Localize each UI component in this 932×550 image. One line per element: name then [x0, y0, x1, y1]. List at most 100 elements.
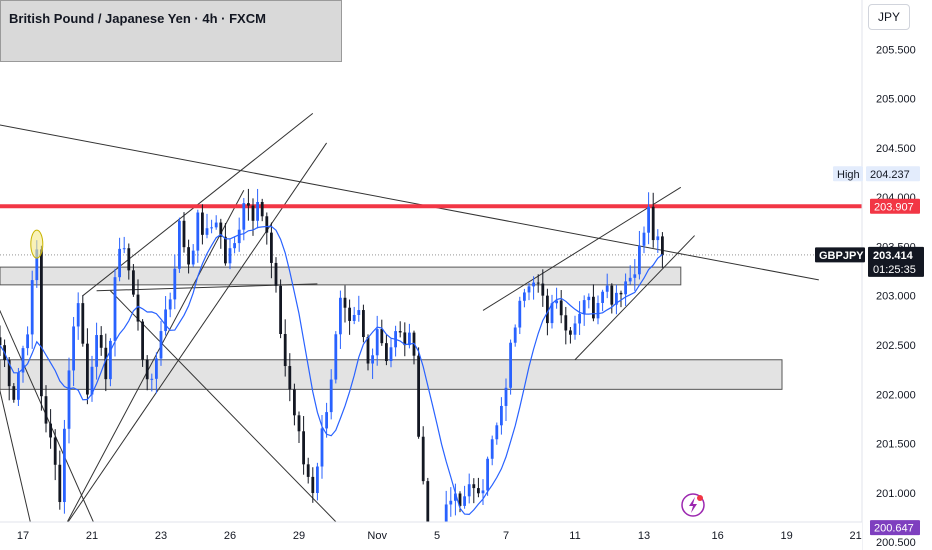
candle [536, 274, 540, 293]
candle-body [150, 378, 154, 380]
candle [53, 429, 57, 481]
candle-body [72, 326, 75, 371]
candle-body [486, 458, 489, 491]
trendline[interactable] [0, 207, 107, 550]
support-price-label-text: 200.647 [874, 523, 914, 535]
candle [270, 222, 273, 279]
candle-body [343, 297, 347, 308]
candle [339, 290, 342, 349]
candle [573, 315, 577, 340]
candle-body [642, 232, 646, 246]
candle-body [242, 203, 246, 230]
candle-body [421, 436, 425, 482]
candle [122, 236, 126, 254]
trendline[interactable] [0, 192, 38, 550]
candle [449, 487, 453, 517]
candle [40, 245, 43, 411]
candle-body [592, 296, 595, 319]
candle [375, 315, 379, 366]
candle-body [205, 228, 209, 235]
candle [541, 269, 545, 307]
candle-body [651, 206, 655, 241]
candle-body [573, 323, 577, 335]
candle-body [366, 337, 370, 364]
chart-title: British Pound / Japanese Yen · 4h · FXCM [9, 11, 266, 26]
candle [228, 238, 232, 270]
candle [201, 204, 204, 245]
candle-body [449, 500, 453, 505]
candle-body [550, 303, 554, 324]
candle-body [26, 334, 29, 349]
candle [619, 290, 623, 308]
candle-body [173, 268, 177, 300]
candle-body [509, 342, 512, 388]
alert-icon[interactable] [681, 493, 705, 517]
candle-body [624, 281, 627, 295]
candle [155, 352, 158, 394]
candle [182, 212, 186, 253]
candle-body [86, 343, 89, 395]
candle-body [237, 229, 241, 244]
candle-body [279, 285, 282, 334]
symbol-tag: GBPJPY [815, 247, 865, 263]
time-tick-label: 23 [155, 530, 167, 542]
candle-body [109, 340, 112, 380]
candle-body [564, 315, 568, 331]
candle-body [628, 277, 632, 282]
zones-layer [0, 266, 783, 390]
candle-body [0, 337, 2, 346]
candle-body [283, 333, 287, 367]
trendline[interactable] [0, 116, 819, 281]
candle-body [615, 292, 618, 305]
candle [214, 215, 218, 230]
resistance-price-label: 203.907 [870, 198, 920, 214]
candle [247, 188, 250, 221]
currency-button[interactable]: JPY [868, 4, 910, 30]
candle-body [467, 484, 471, 497]
candle [293, 383, 296, 426]
candle [109, 338, 112, 387]
candle [518, 296, 522, 335]
candle-body [293, 389, 296, 416]
candle-body [417, 355, 420, 437]
candle-body [661, 236, 664, 255]
time-tick-label: 7 [503, 530, 509, 542]
candle-body [297, 415, 301, 432]
moving-average-line [0, 225, 663, 516]
candle-body [44, 396, 48, 424]
trendline[interactable] [574, 235, 695, 361]
candle-body [610, 285, 614, 305]
candle-body [104, 347, 108, 380]
candle [472, 478, 476, 504]
candle [582, 295, 586, 326]
candle-body [49, 423, 52, 438]
candle [638, 230, 641, 280]
candle-body [40, 249, 43, 397]
highlight-marker [30, 229, 44, 259]
trendline[interactable] [110, 290, 364, 550]
candle [527, 282, 531, 301]
candle [205, 213, 209, 239]
candle-body [228, 248, 232, 264]
time-axis[interactable]: 17 21 23 26 29 Nov 5 7 11 13 16 19 21 [0, 521, 862, 550]
candle [334, 331, 338, 384]
high-tag: High [833, 166, 863, 182]
candle [63, 419, 66, 514]
candle [513, 324, 517, 347]
candle [656, 229, 660, 253]
candle [352, 306, 356, 325]
candle-body [122, 248, 126, 250]
trendline[interactable] [63, 189, 245, 528]
candle-body [582, 300, 586, 314]
candle-body [477, 488, 480, 494]
candle-body [523, 292, 526, 301]
candle-body [481, 490, 485, 494]
candle [371, 348, 374, 379]
candle-body [12, 386, 16, 400]
high-tag-bg [833, 166, 863, 182]
candle-body [463, 496, 466, 506]
price-tick-label: 204.500 [876, 143, 916, 155]
candle [661, 232, 664, 268]
candle-body [348, 307, 351, 321]
